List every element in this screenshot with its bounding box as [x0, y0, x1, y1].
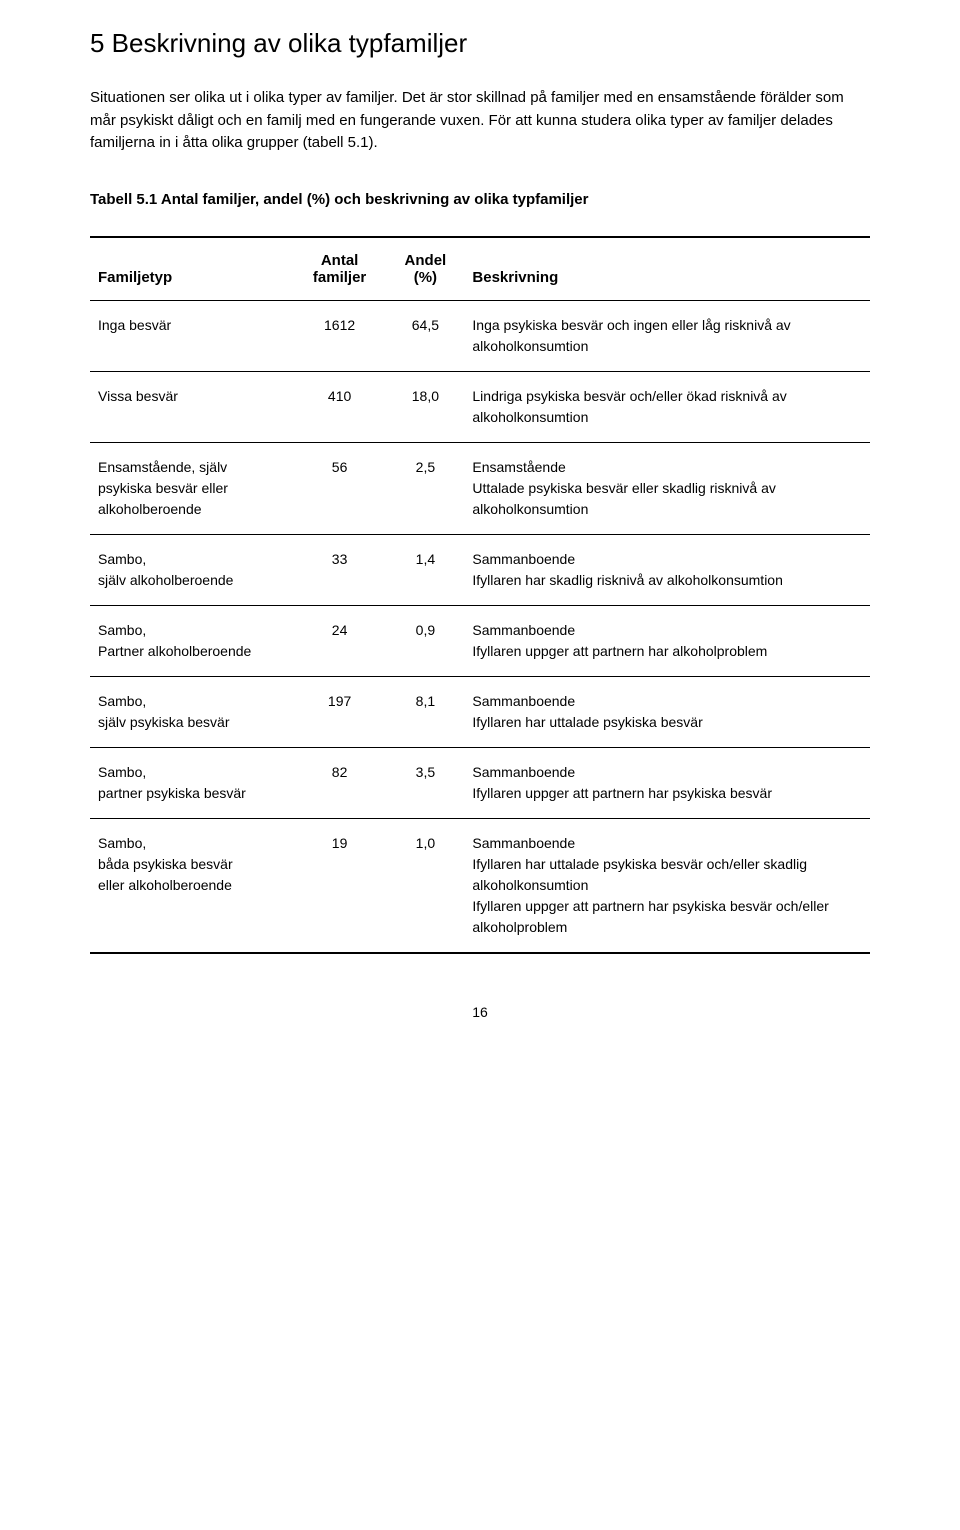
- cell-desc-line: Uttalade psykiska besvär eller skadlig r…: [472, 478, 862, 520]
- col-header-type: Familjetyp: [90, 237, 293, 301]
- table-row: Sambo,själv alkoholberoende331,4Sammanbo…: [90, 534, 870, 605]
- col-header-count-l2: familjer: [301, 269, 379, 286]
- cell-desc: SammanboendeIfyllaren har uttalade psyki…: [464, 676, 870, 747]
- table-row: Sambo,själv psykiska besvär1978,1Sammanb…: [90, 676, 870, 747]
- cell-desc: Inga psykiska besvär och ingen eller låg…: [464, 300, 870, 371]
- cell-desc-lead: Ensamstående: [472, 457, 862, 478]
- cell-type-line: Ensamstående, själv: [98, 457, 285, 478]
- cell-desc-lead: Sammanboende: [472, 620, 862, 641]
- table-caption: Tabell 5.1 Antal familjer, andel (%) och…: [90, 191, 870, 208]
- table-row: Vissa besvär 41018,0Lindriga psykiska bes…: [90, 371, 870, 442]
- cell-type-line: Sambo,: [98, 549, 285, 570]
- col-header-count: Antal familjer: [293, 237, 387, 301]
- page-number: 16: [90, 1004, 870, 1020]
- cell-count: 197: [293, 676, 387, 747]
- table-row: Inga besvär 161264,5Inga psykiska besvär …: [90, 300, 870, 371]
- col-header-pct: Andel (%): [386, 237, 464, 301]
- table-footer-rule: [90, 953, 870, 954]
- cell-type-line: partner psykiska besvär: [98, 783, 285, 804]
- cell-type-line: Sambo,: [98, 691, 285, 712]
- col-header-pct-l2: (%): [394, 269, 456, 286]
- intro-paragraph: Situationen ser olika ut i olika typer a…: [90, 87, 870, 155]
- cell-type-line: själv psykiska besvär: [98, 712, 285, 733]
- cell-desc-line: Inga psykiska besvär och ingen eller låg…: [472, 315, 862, 357]
- cell-desc-lead: Sammanboende: [472, 691, 862, 712]
- cell-type-line: eller alkoholberoende: [98, 875, 285, 896]
- cell-type-line: psykiska besvär eller: [98, 478, 285, 499]
- cell-count: 33: [293, 534, 387, 605]
- table-row: Sambo,partner psykiska besvär823,5Samman…: [90, 747, 870, 818]
- cell-desc-lead: Sammanboende: [472, 833, 862, 854]
- section-title: 5 Beskrivning av olika typfamiljer: [90, 28, 870, 59]
- col-header-desc: Beskrivning: [464, 237, 870, 301]
- cell-pct: 3,5: [386, 747, 464, 818]
- cell-desc: Lindriga psykiska besvär och/eller ökad …: [464, 371, 870, 442]
- cell-type: Vissa besvär: [90, 371, 293, 442]
- cell-desc-line: Ifyllaren har uttalade psykiska besvär: [472, 712, 862, 733]
- cell-type: Sambo,båda psykiska besväreller alkoholb…: [90, 818, 293, 953]
- cell-type-line: Vissa besvär: [98, 386, 285, 407]
- cell-desc-line: Ifyllaren har skadlig risknivå av alkoho…: [472, 570, 862, 591]
- cell-type-line: båda psykiska besvär: [98, 854, 285, 875]
- cell-desc-line: Ifyllaren uppger att partnern har psykis…: [472, 783, 862, 804]
- cell-type: Sambo,själv alkoholberoende: [90, 534, 293, 605]
- table-row: Sambo,Partner alkoholberoende240,9Samman…: [90, 605, 870, 676]
- cell-desc: SammanboendeIfyllaren uppger att partner…: [464, 605, 870, 676]
- col-header-pct-l1: Andel: [394, 252, 456, 269]
- cell-pct: 1,0: [386, 818, 464, 953]
- cell-desc: SammanboendeIfyllaren uppger att partner…: [464, 747, 870, 818]
- cell-desc-line: Lindriga psykiska besvär och/eller ökad …: [472, 386, 862, 428]
- cell-type-line: Sambo,: [98, 762, 285, 783]
- cell-desc-line: Ifyllaren uppger att partnern har psykis…: [472, 896, 862, 938]
- cell-count: 82: [293, 747, 387, 818]
- cell-count: 1612: [293, 300, 387, 371]
- cell-type-line: Inga besvär: [98, 315, 285, 336]
- cell-desc: SammanboendeIfyllaren har uttalade psyki…: [464, 818, 870, 953]
- cell-type: Sambo,partner psykiska besvär: [90, 747, 293, 818]
- cell-pct: 18,0: [386, 371, 464, 442]
- col-header-count-l1: Antal: [301, 252, 379, 269]
- cell-count: 56: [293, 442, 387, 534]
- cell-pct: 0,9: [386, 605, 464, 676]
- table-row: Ensamstående, självpsykiska besvär eller…: [90, 442, 870, 534]
- cell-pct: 8,1: [386, 676, 464, 747]
- cell-desc-line: Ifyllaren har uttalade psykiska besvär o…: [472, 854, 862, 896]
- cell-pct: 2,5: [386, 442, 464, 534]
- cell-pct: 64,5: [386, 300, 464, 371]
- table-body: Inga besvär 161264,5Inga psykiska besvär …: [90, 300, 870, 953]
- cell-desc-line: Ifyllaren uppger att partnern har alkoho…: [472, 641, 862, 662]
- cell-desc-lead: Sammanboende: [472, 762, 862, 783]
- cell-type: Sambo,själv psykiska besvär: [90, 676, 293, 747]
- cell-pct: 1,4: [386, 534, 464, 605]
- cell-desc: SammanboendeIfyllaren har skadlig riskni…: [464, 534, 870, 605]
- cell-type: Inga besvär: [90, 300, 293, 371]
- cell-count: 24: [293, 605, 387, 676]
- cell-type: Sambo,Partner alkoholberoende: [90, 605, 293, 676]
- cell-desc-lead: Sammanboende: [472, 549, 862, 570]
- typfamiljer-table: Familjetyp Antal familjer Andel (%) Besk…: [90, 236, 870, 954]
- cell-type-line: alkoholberoende: [98, 499, 285, 520]
- table-header-row: Familjetyp Antal familjer Andel (%) Besk…: [90, 237, 870, 301]
- cell-type-line: Partner alkoholberoende: [98, 641, 285, 662]
- cell-type-line: Sambo,: [98, 620, 285, 641]
- cell-count: 19: [293, 818, 387, 953]
- cell-type-line: själv alkoholberoende: [98, 570, 285, 591]
- cell-desc: EnsamståendeUttalade psykiska besvär ell…: [464, 442, 870, 534]
- cell-type-line: Sambo,: [98, 833, 285, 854]
- table-row: Sambo,båda psykiska besväreller alkoholb…: [90, 818, 870, 953]
- cell-type: Ensamstående, självpsykiska besvär eller…: [90, 442, 293, 534]
- cell-count: 410: [293, 371, 387, 442]
